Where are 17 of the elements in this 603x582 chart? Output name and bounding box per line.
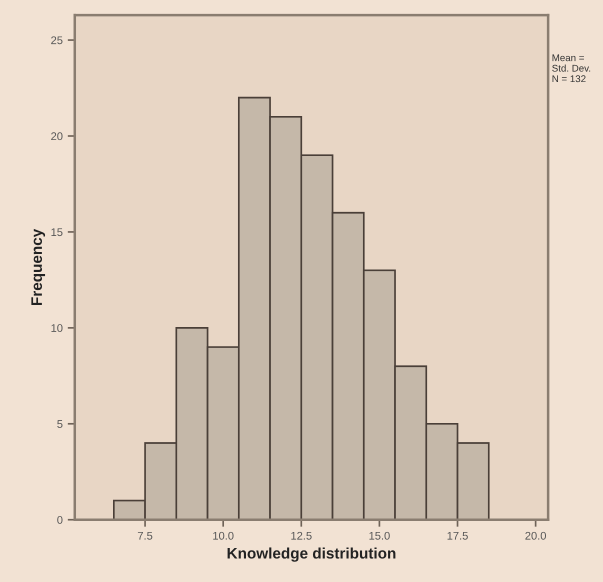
x-tick-label: 17.5 [448, 532, 468, 540]
x-tick-label: 12.5 [291, 532, 312, 540]
y-axis-title: Frequency [31, 228, 46, 306]
text: Std. Dev. [552, 64, 590, 72]
x-tick-label: 7.5 [138, 532, 152, 540]
text: N = 132 [552, 75, 586, 82]
x-tick-label: 10.0 [213, 532, 234, 540]
y-tick-label: 5 [57, 420, 62, 428]
x-axis-title: Knowledge distribution [228, 547, 396, 562]
y-tick-label: 15 [51, 228, 62, 236]
y-tick-label: 0 [57, 516, 63, 524]
y-tick-label: 25 [51, 36, 62, 44]
text: Mean = [552, 54, 584, 62]
y-tick-label: 10 [51, 324, 63, 332]
y-tick-label: 20 [51, 132, 63, 140]
x-tick-label: 20.0 [525, 532, 546, 540]
x-tick-label: 15.0 [369, 532, 390, 540]
